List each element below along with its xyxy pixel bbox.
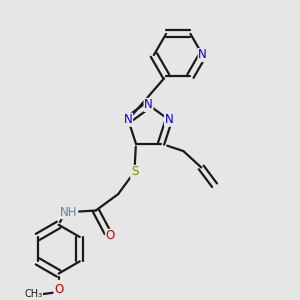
Text: S: S: [131, 165, 138, 178]
Text: O: O: [54, 283, 63, 296]
Text: N: N: [198, 49, 207, 62]
Text: N: N: [164, 113, 173, 126]
Text: N: N: [124, 113, 133, 126]
Text: O: O: [105, 229, 115, 242]
Text: NH: NH: [60, 206, 78, 218]
Text: N: N: [144, 98, 153, 111]
Text: CH₃: CH₃: [24, 290, 42, 299]
